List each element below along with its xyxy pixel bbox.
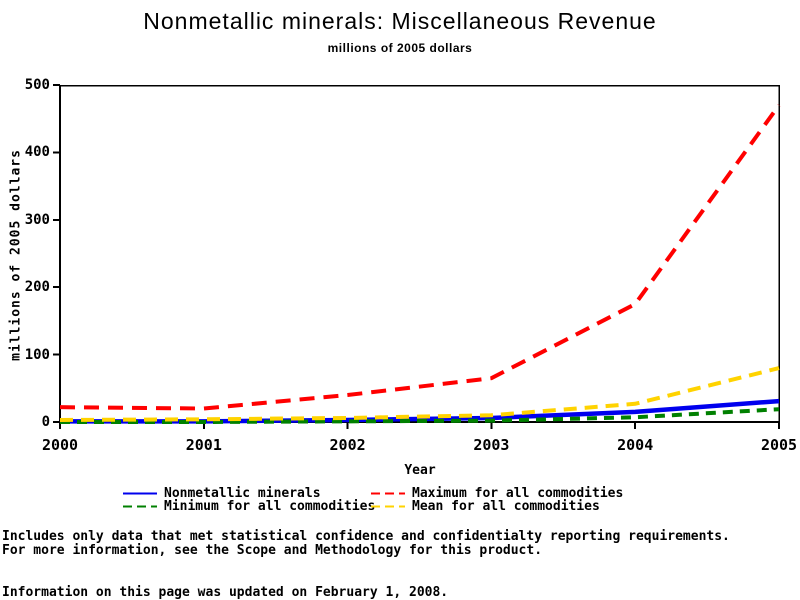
plot-area <box>52 84 788 437</box>
y-tick-label: 500 <box>24 77 50 93</box>
y-tick-label: 0 <box>41 414 50 430</box>
y-tick-label: 300 <box>24 211 50 228</box>
legend-swatch-line <box>123 492 157 495</box>
legend-item-mean: Mean for all commodities <box>370 500 600 513</box>
footnote-updated: Information on this page was updated on … <box>2 585 449 600</box>
legend-item-nonmetallic-minerals: Nonmetallic minerals <box>122 487 321 500</box>
x-tick-label: 2005 <box>760 436 798 454</box>
legend-label: Maximum for all commodities <box>412 486 624 501</box>
chart-canvas <box>53 84 781 429</box>
x-tick-label: 2001 <box>185 436 222 454</box>
chart-title: Nonmetallic minerals: Miscellaneous Reve… <box>143 8 657 34</box>
legend-label: Minimum for all commodities <box>164 499 376 514</box>
series-line-minimum-for-all-commodities <box>60 407 780 424</box>
legend-swatch-line <box>123 505 157 508</box>
legend-swatch-line <box>371 505 405 508</box>
series-line-mean-for-all-commodities <box>59 366 780 422</box>
y-axis-title: millions of 2005 dollars <box>8 149 24 361</box>
y-tick-label: 400 <box>24 144 50 161</box>
legend-swatch-line <box>371 492 405 495</box>
series-line-maximum-for-all-commodities <box>59 104 781 411</box>
footnote-line-2: For more information, see the Scope and … <box>2 543 543 558</box>
x-axis-title: Year <box>404 463 436 478</box>
y-tick-label: 100 <box>24 346 50 363</box>
y-tick-label: 200 <box>24 279 50 296</box>
x-tick-label: 2003 <box>473 436 510 454</box>
x-tick-label: 2002 <box>329 436 366 454</box>
legend-item-maximum: Maximum for all commodities <box>370 487 623 500</box>
legend-label: Nonmetallic minerals <box>164 486 321 501</box>
legend-item-minimum: Minimum for all commodities <box>122 500 375 513</box>
legend-label: Mean for all commodities <box>412 499 600 514</box>
x-tick-label: 2004 <box>617 436 654 454</box>
chart-subtitle: millions of 2005 dollars <box>327 41 473 55</box>
x-tick-label: 2000 <box>41 436 79 454</box>
footnote-line-1: Includes only data that met statistical … <box>2 529 730 544</box>
